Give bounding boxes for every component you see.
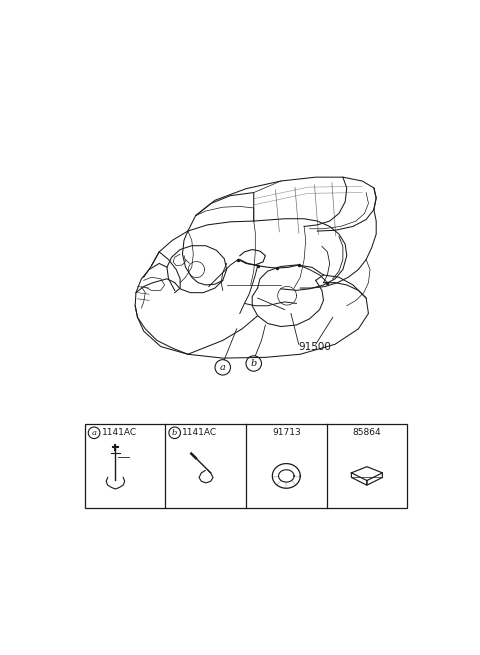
Text: 85864: 85864	[353, 428, 381, 438]
Text: 91500: 91500	[299, 341, 332, 352]
Text: a: a	[220, 363, 226, 372]
Text: b: b	[172, 429, 178, 437]
Text: 91713: 91713	[272, 428, 300, 438]
Bar	[85, 424, 407, 508]
Text: a: a	[92, 429, 96, 437]
Text: 1141AC: 1141AC	[182, 428, 217, 438]
Text: b: b	[251, 359, 257, 368]
Text: 1141AC: 1141AC	[102, 428, 137, 438]
